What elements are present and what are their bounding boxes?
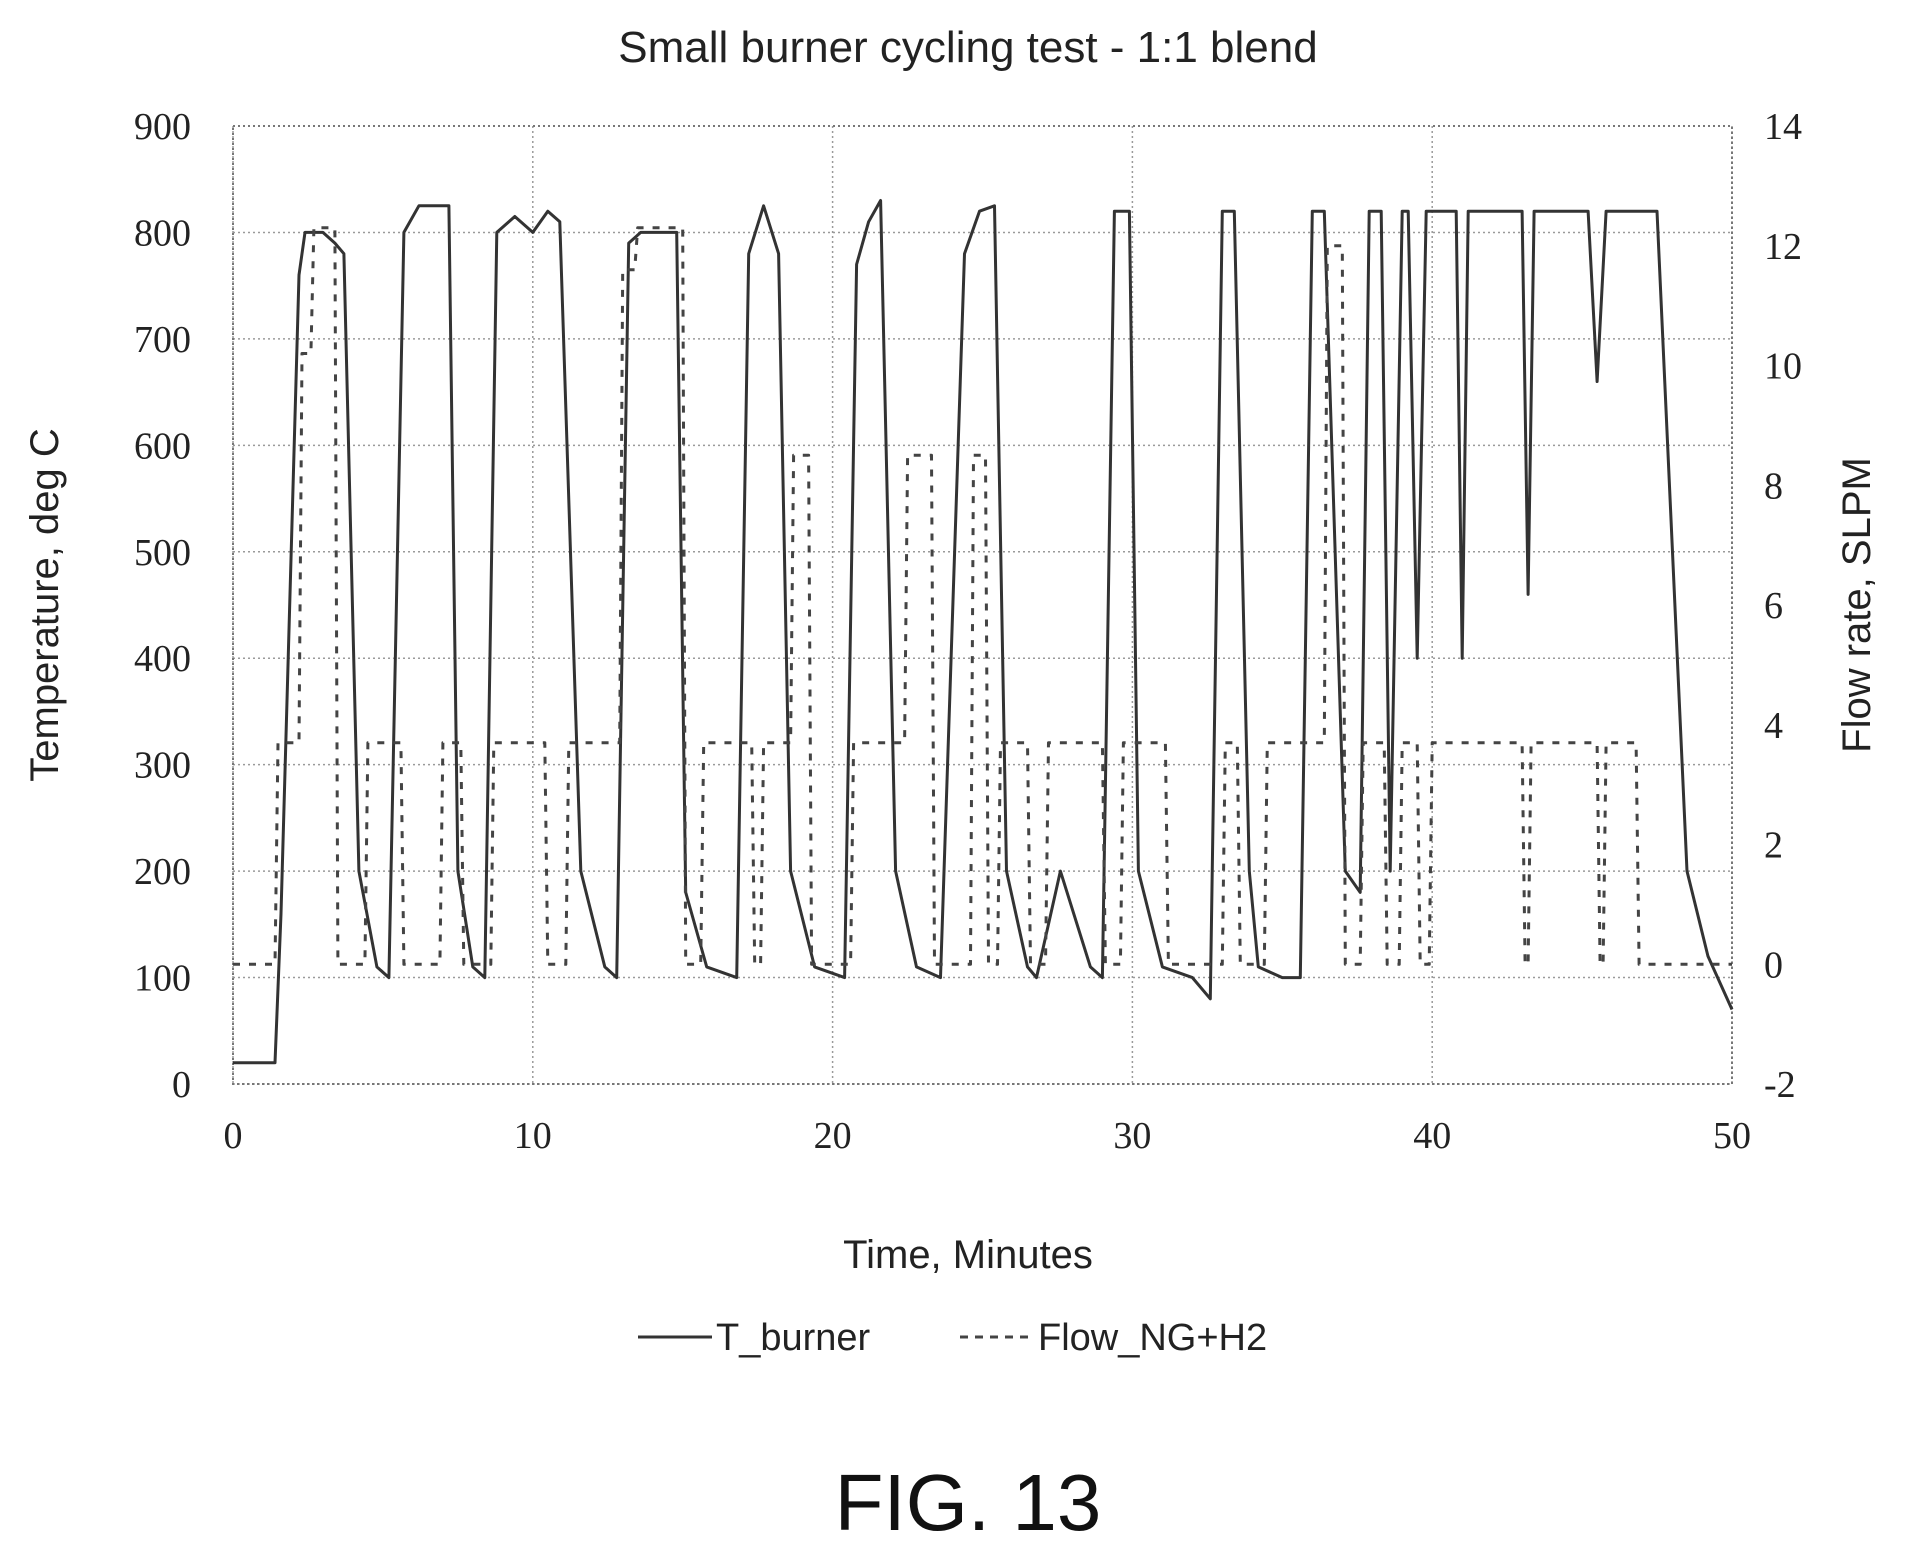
y-tick-label: 300 (134, 745, 191, 787)
x-tick-label: 50 (1713, 1115, 1751, 1157)
x-tick-label: 40 (1413, 1115, 1451, 1157)
y2-tick-label: 0 (1764, 944, 1783, 986)
y-tick-label: 900 (134, 106, 191, 148)
x-tick-label: 20 (814, 1115, 852, 1157)
gridlines (232, 125, 1733, 1085)
y2-tick-label: 4 (1764, 705, 1783, 747)
y-tick-label: 500 (134, 532, 191, 574)
chart-title: Small burner cycling test - 1:1 blend (618, 23, 1317, 72)
series-layer (233, 199, 1734, 1065)
y2-tick-label: 2 (1764, 825, 1783, 867)
legend: T_burner Flow_NG+H2 (638, 1317, 1267, 1359)
y-tick-label: 800 (134, 212, 191, 254)
y-axis-label: Temperature, deg C (23, 428, 67, 782)
x-tick-label: 0 (224, 1115, 243, 1157)
x-tick-label: 30 (1113, 1115, 1151, 1157)
y-tick-label: 0 (172, 1064, 191, 1106)
y-tick-label: 400 (134, 638, 191, 680)
series-line-flow-ng-h2 (233, 226, 1732, 966)
y2-tick-label: 6 (1764, 585, 1783, 627)
series-line-t-burner (233, 199, 1734, 1065)
y-tick-label: 200 (134, 851, 191, 893)
legend-label-t-burner: T_burner (716, 1317, 871, 1359)
figure-caption: FIG. 13 (835, 1458, 1102, 1547)
y2-tick-label: 8 (1764, 465, 1783, 507)
plot-area-frame (232, 125, 1733, 1085)
y-tick-label: 700 (134, 319, 191, 361)
y2-tick-label: 12 (1764, 226, 1802, 268)
y-tick-label: 600 (134, 425, 191, 467)
x-tick-label: 10 (514, 1115, 552, 1157)
legend-label-flow: Flow_NG+H2 (1038, 1317, 1267, 1359)
y2-tick-label: -2 (1764, 1064, 1796, 1106)
y-tick-label: 100 (134, 958, 191, 1000)
x-axis-label: Time, Minutes (843, 1233, 1093, 1277)
y2-tick-label: 14 (1764, 106, 1802, 148)
y2-axis-label: Flow rate, SLPM (1835, 457, 1879, 753)
y2-tick-label: 10 (1764, 346, 1802, 388)
